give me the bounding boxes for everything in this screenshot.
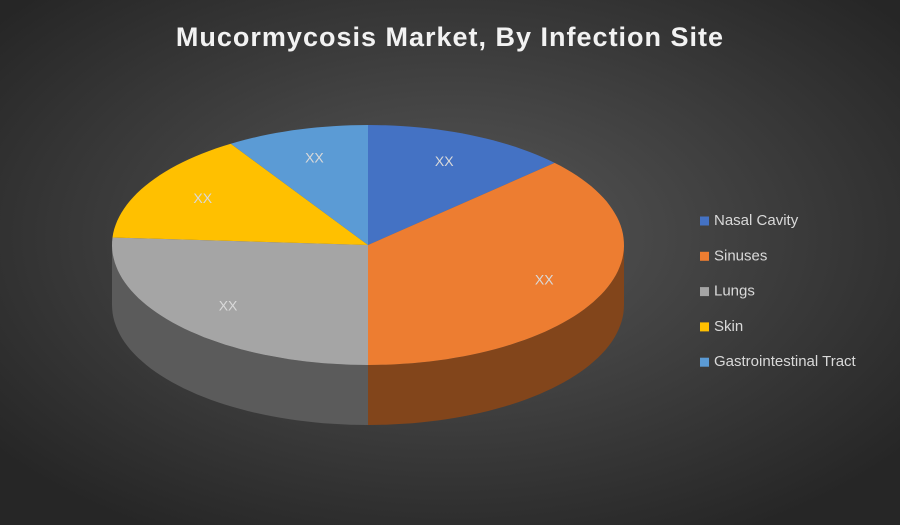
pie-slice: [112, 237, 368, 365]
legend-swatch: [700, 322, 709, 332]
legend-label: Nasal Cavity: [714, 212, 799, 229]
legend-swatch: [700, 287, 709, 297]
data-label: XX: [219, 297, 238, 313]
legend-swatch: [700, 216, 709, 226]
pie: XX XX XX XX XX: [112, 125, 624, 425]
data-label: XX: [193, 190, 212, 206]
pie-slice: [368, 125, 555, 245]
legend-swatch: [700, 251, 709, 261]
data-label: XX: [435, 153, 454, 169]
legend-label: Skin: [714, 318, 743, 335]
pie-slice: [112, 143, 368, 245]
slice-side: [368, 245, 624, 425]
chart-title: Mucormycosis Market, By Infection Site: [176, 22, 724, 52]
legend-label: Gastrointestinal Tract: [714, 353, 857, 370]
data-label: XX: [305, 149, 324, 165]
legend-label: Lungs: [714, 283, 755, 300]
pie-slice: [368, 162, 624, 365]
legend-swatch: [700, 357, 709, 367]
slice-side: [112, 245, 368, 425]
legend: Nasal Cavity Sinuses Lungs Skin Gastrointest…: [700, 212, 857, 370]
pie-slice: [230, 125, 368, 245]
legend-label: Sinuses: [714, 247, 767, 264]
data-label: XX: [535, 271, 554, 287]
